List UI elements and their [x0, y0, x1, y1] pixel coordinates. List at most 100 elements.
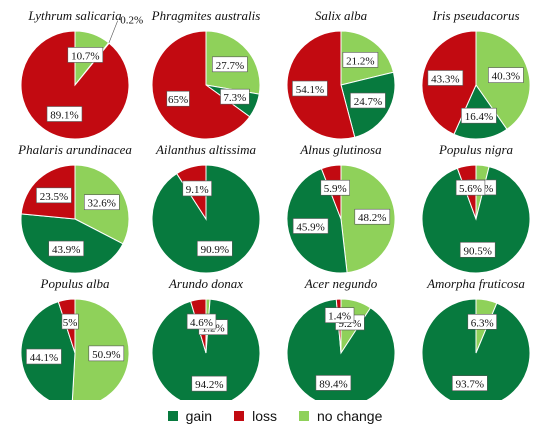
- svg-text:89.1%: 89.1%: [50, 110, 78, 122]
- svg-text:4.6%: 4.6%: [190, 317, 213, 329]
- pie-panel: Ailanthus altissima 90.9% 9.1%: [151, 142, 261, 274]
- data-label-loss: 5.9%: [320, 179, 350, 196]
- svg-text:5%: 5%: [63, 317, 78, 329]
- data-label-no-change: 40.3%: [488, 67, 524, 83]
- data-label-gain: 16.4%: [461, 107, 497, 124]
- data-label-no-change: 6.3%: [467, 313, 497, 330]
- data-label-gain: 43.9%: [48, 240, 85, 257]
- svg-text:43.3%: 43.3%: [431, 73, 459, 85]
- data-label-no-change: 32.6%: [84, 194, 120, 211]
- pie-panel: Phragmites australis 27.7% 7.3% 65%: [151, 8, 261, 140]
- data-label-no-change: 21.2%: [342, 52, 379, 68]
- panel-title: Phragmites australis: [151, 8, 261, 23]
- data-label-gain: 24.7%: [350, 92, 386, 109]
- svg-text:50.9%: 50.9%: [92, 349, 120, 361]
- pie-panel: Iris pseudacorus 40.3% 16.4% 43.3%: [421, 8, 531, 140]
- svg-text:0.2%: 0.2%: [120, 15, 143, 27]
- svg-text:21.2%: 21.2%: [346, 55, 374, 67]
- svg-text:44.1%: 44.1%: [30, 352, 58, 364]
- pie-slice-gain: [421, 298, 531, 400]
- panel-title: Arundo donax: [168, 276, 243, 291]
- panel-title: Ailanthus altissima: [155, 142, 257, 157]
- svg-text:27.7%: 27.7%: [216, 60, 244, 72]
- svg-text:90.9%: 90.9%: [201, 244, 229, 256]
- data-label-no-change: 10.7%: [67, 47, 104, 63]
- data-label-gain: 93.7%: [451, 375, 488, 392]
- svg-text:43.9%: 43.9%: [52, 244, 80, 256]
- panel-title: Phalaris arundinacea: [17, 142, 132, 157]
- data-label-gain: 90.5%: [459, 241, 496, 258]
- legend-item-gain: gain: [167, 408, 213, 424]
- pie-panel: Populus nigra3.9%90.5%5.6%: [421, 142, 531, 274]
- svg-text:7.3%: 7.3%: [223, 92, 246, 104]
- data-label-loss: 1.4%: [324, 307, 355, 324]
- data-label-gain: 90.9%: [197, 240, 233, 257]
- legend-item-no-change: no change: [298, 408, 383, 424]
- svg-text:10.7%: 10.7%: [71, 50, 99, 62]
- data-label-gain: 0.2%: [108, 15, 143, 44]
- svg-text:94.2%: 94.2%: [195, 379, 223, 391]
- data-label-gain: 45.9%: [292, 218, 329, 234]
- data-label-gain: 94.2%: [191, 375, 228, 392]
- legend-swatch-no-change: [298, 411, 309, 421]
- panel-title: Iris pseudacorus: [431, 8, 519, 23]
- legend-swatch-loss: [234, 411, 245, 421]
- data-label-loss: 65%: [166, 90, 190, 107]
- svg-text:5.6%: 5.6%: [459, 183, 482, 195]
- data-label-no-change: 48.2%: [354, 208, 391, 225]
- svg-text:45.9%: 45.9%: [296, 222, 324, 234]
- svg-text:90.5%: 90.5%: [463, 245, 491, 257]
- pie-slice-gain: [286, 298, 396, 400]
- svg-text:23.5%: 23.5%: [40, 191, 68, 203]
- pie-slice-loss: [151, 30, 251, 140]
- pie-panel: Lythrum salicaria 10.7% 0.2% 89.1%: [20, 8, 143, 140]
- data-label-loss: 5.6%: [455, 179, 486, 196]
- svg-text:89.4%: 89.4%: [319, 378, 347, 390]
- svg-text:65%: 65%: [168, 94, 188, 106]
- pie-slice-gain: [421, 166, 531, 274]
- svg-text:93.7%: 93.7%: [456, 379, 484, 391]
- legend-label-gain: gain: [185, 408, 213, 424]
- data-label-loss: 43.3%: [427, 70, 464, 86]
- svg-text:54.1%: 54.1%: [296, 84, 324, 96]
- data-label-no-change: 27.7%: [212, 56, 248, 73]
- pie-slice-gain: [151, 298, 261, 400]
- legend-item-loss: loss: [234, 408, 277, 424]
- pie-panel: Phalaris arundinacea 32.6% 43.9% 23.5%: [17, 142, 132, 274]
- svg-text:48.2%: 48.2%: [358, 212, 386, 224]
- pie-chart-grid: Lythrum salicaria 10.7% 0.2% 89.1% Phragmite…: [17, 8, 531, 400]
- data-label-loss: 5%: [61, 313, 79, 330]
- legend: gain loss no change: [0, 404, 550, 428]
- data-label-gain: 89.4%: [315, 375, 352, 391]
- panel-title: Populus nigra: [438, 142, 514, 157]
- legend-swatch-gain: [167, 411, 178, 421]
- data-label-gain: 7.3%: [220, 88, 250, 105]
- data-label-loss: 9.1%: [182, 180, 212, 197]
- legend-label-loss: loss: [252, 408, 277, 424]
- panel-title: Lythrum salicaria: [27, 8, 122, 23]
- data-label-gain: 44.1%: [26, 348, 62, 365]
- svg-text:5.9%: 5.9%: [324, 183, 347, 195]
- svg-text:9.1%: 9.1%: [186, 184, 209, 196]
- pie-panel: Alnus glutinosa 48.2% 45.9% 5.9%: [286, 142, 396, 274]
- svg-text:32.6%: 32.6%: [88, 198, 116, 210]
- pie-panel: Amorpha fruticosa 6.3% 93.7%: [421, 276, 531, 400]
- svg-text:40.3%: 40.3%: [492, 71, 520, 83]
- legend-label-no-change: no change: [316, 408, 383, 424]
- svg-text:6.3%: 6.3%: [471, 317, 494, 329]
- data-label-loss: 89.1%: [46, 106, 83, 122]
- data-label-loss: 23.5%: [36, 187, 72, 204]
- panel-title: Populus alba: [40, 276, 110, 291]
- panel-title: Alnus glutinosa: [299, 142, 382, 157]
- svg-text:1.4%: 1.4%: [328, 311, 351, 323]
- pie-panel: Salix alba 21.2% 24.7% 54.1%: [286, 8, 396, 140]
- panel-title: Acer negundo: [304, 276, 378, 291]
- pie-panel: Populus alba 50.9% 44.1% 5%: [20, 276, 130, 400]
- panel-title: Salix alba: [315, 8, 368, 23]
- svg-text:16.4%: 16.4%: [465, 111, 493, 123]
- svg-text:24.7%: 24.7%: [354, 96, 382, 108]
- pie-panel: Arundo donax1.2%94.2%4.6%: [151, 276, 261, 400]
- panel-title: Amorpha fruticosa: [426, 276, 525, 291]
- data-label-no-change: 50.9%: [88, 345, 125, 362]
